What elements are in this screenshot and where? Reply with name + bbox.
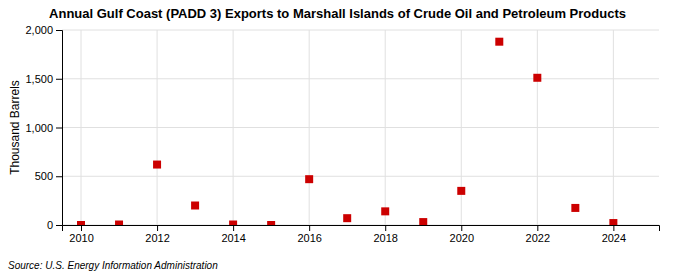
point xyxy=(533,74,541,82)
title: Annual Gulf Coast (PADD 3) Exports to Ma… xyxy=(49,6,626,21)
y-tick-label: 0 xyxy=(47,219,53,231)
y-tick-label: 1,500 xyxy=(25,73,53,85)
x-tick: 2018 xyxy=(373,225,397,244)
x-tick: 2010 xyxy=(69,225,93,244)
x-tick-label: 2012 xyxy=(145,232,169,244)
point xyxy=(419,218,427,225)
points xyxy=(77,38,617,225)
x-axis: 2010 2012 2014 2016 2018 2020 2022 2024 xyxy=(63,225,660,244)
x-tick-label: 2018 xyxy=(373,232,397,244)
y-tick-mark xyxy=(56,79,62,80)
y-tick-label: 1,000 xyxy=(25,122,53,134)
grid xyxy=(62,30,659,225)
x-tick-mark xyxy=(537,225,538,231)
point xyxy=(77,221,85,225)
y-tick: 0 xyxy=(47,219,62,231)
point xyxy=(571,204,579,212)
x-tick-mark xyxy=(385,225,386,231)
point xyxy=(381,207,389,215)
x-tick: 2024 xyxy=(602,225,626,244)
x-tick: 2016 xyxy=(297,225,321,244)
point xyxy=(191,202,199,210)
x-tick-label: 2010 xyxy=(69,232,93,244)
x-tick-label: 2014 xyxy=(221,232,245,244)
axis-line xyxy=(63,226,660,232)
x-tick-mark xyxy=(233,225,234,231)
point xyxy=(343,214,351,222)
y-tick-mark xyxy=(56,128,62,129)
x-tick-label: 2020 xyxy=(450,232,474,244)
x-tick: 2012 xyxy=(145,225,169,244)
grid-line-y xyxy=(62,78,659,79)
y-tick: 2,000 xyxy=(25,24,62,36)
grid-line-y xyxy=(62,30,659,31)
y-tick: 1,000 xyxy=(25,122,62,134)
x-tick-label: 2016 xyxy=(297,232,321,244)
point xyxy=(267,221,275,225)
grid-line-y xyxy=(62,127,659,128)
x-tick: 2014 xyxy=(221,225,245,244)
y-axis: 0 500 1,000 1,500 2,000 xyxy=(25,24,62,231)
x-tick-label: 2022 xyxy=(526,232,550,244)
point xyxy=(115,221,123,225)
x-tick-mark xyxy=(157,225,158,231)
point xyxy=(495,38,503,46)
y-tick: 500 xyxy=(35,170,62,182)
y-tick-mark xyxy=(56,225,62,226)
source: Source: U.S. Energy Information Administ… xyxy=(8,260,218,271)
x-tick-mark xyxy=(81,225,82,231)
point xyxy=(609,219,617,225)
x-tick: 2022 xyxy=(526,225,550,244)
x-tick-mark xyxy=(461,225,462,231)
point xyxy=(457,187,465,195)
x-tick: 2020 xyxy=(450,225,474,244)
grid-line-y xyxy=(62,176,659,177)
point xyxy=(153,161,161,169)
x-tick-mark xyxy=(613,225,614,231)
y-axis-title: Thousand Barrels xyxy=(8,80,22,175)
y-tick-mark xyxy=(56,176,62,177)
y-tick-mark xyxy=(56,30,62,31)
axis-line xyxy=(56,31,63,226)
point xyxy=(229,221,237,225)
y-tick-label: 500 xyxy=(35,170,53,182)
plot-area: 2010 2012 2014 2016 2018 2020 2022 2024 0 500 1,00… xyxy=(25,24,659,244)
x-tick-label: 2024 xyxy=(602,232,626,244)
y-tick: 1,500 xyxy=(25,73,62,85)
chart: 2010 2012 2014 2016 2018 2020 2022 2024 0 500 1,00… xyxy=(0,0,675,275)
x-tick-mark xyxy=(309,225,310,231)
point xyxy=(305,175,313,183)
y-tick-label: 2,000 xyxy=(25,24,53,36)
